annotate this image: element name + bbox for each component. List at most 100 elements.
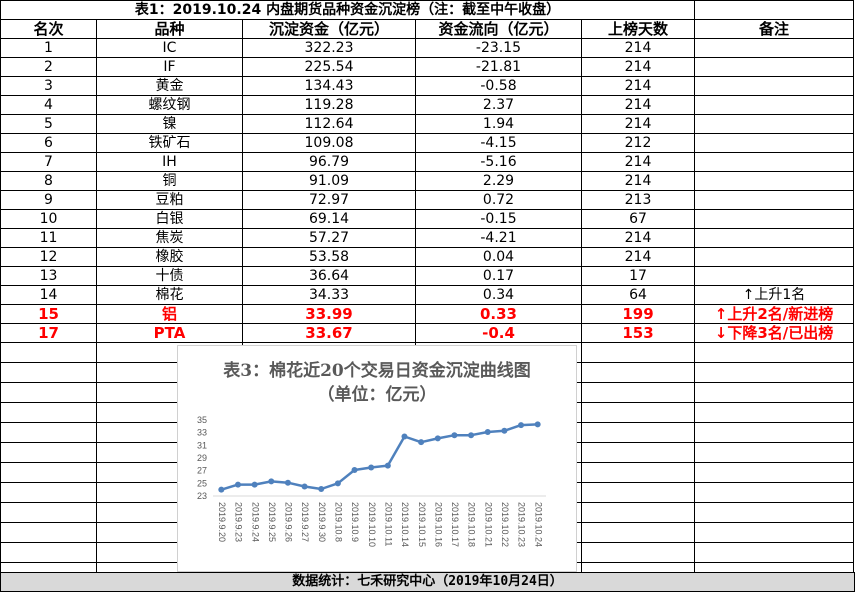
cell-rank: 8	[0, 171, 97, 191]
cell-note	[694, 57, 854, 77]
blank-cell	[0, 522, 97, 543]
cell-days: 213	[581, 190, 695, 210]
cell-variety: PTA	[96, 323, 243, 343]
cell-rank: 13	[0, 266, 97, 286]
cell-rank: 7	[0, 152, 97, 172]
x-tick-label: 2019.10.8	[334, 502, 344, 542]
cell-rank: 11	[0, 228, 97, 248]
data-point	[318, 486, 325, 493]
cell-days: 214	[581, 38, 695, 58]
header-note: 备注	[694, 19, 854, 39]
cell-days: 199	[581, 304, 695, 324]
cell-flow: -0.58	[415, 76, 582, 96]
blank-cell	[694, 462, 854, 483]
cell-days: 214	[581, 152, 695, 172]
title-empty-cell	[694, 0, 854, 20]
cell-amount: 36.64	[242, 266, 416, 286]
y-tick-label: 23	[197, 491, 207, 501]
cell-amount: 119.28	[242, 95, 416, 115]
y-tick-label: 29	[197, 453, 207, 463]
cell-note	[694, 38, 854, 58]
cell-days: 214	[581, 114, 695, 134]
data-point	[234, 481, 241, 488]
cell-flow: 0.04	[415, 247, 582, 267]
cell-days: 67	[581, 209, 695, 229]
cell-days: 214	[581, 57, 695, 77]
data-point	[484, 429, 491, 436]
cell-days: 153	[581, 323, 695, 343]
chart-subtitle: （单位：亿元）	[317, 385, 437, 405]
table-row: 13 十债 36.64 0.17 17	[0, 266, 854, 286]
cell-flow: 1.94	[415, 114, 582, 134]
cell-variety: 焦炭	[96, 228, 243, 248]
table-row: 11 焦炭 57.27 -4.21 214	[0, 228, 854, 248]
x-tick-label: 2019.10.17	[450, 502, 460, 547]
data-point	[518, 422, 525, 429]
cell-amount: 69.14	[242, 209, 416, 229]
blank-cell	[694, 542, 854, 563]
data-point	[368, 464, 375, 471]
cell-flow: 0.33	[415, 304, 582, 324]
table-row: 15 铝 33.99 0.33 199 ↑上升2名/新进榜	[0, 304, 854, 324]
cell-note	[694, 114, 854, 134]
x-tick-label: 2019.10.21	[483, 502, 493, 547]
table-header-row: 名次 品种 沉淀资金（亿元） 资金流向（亿元） 上榜天数 备注	[0, 19, 854, 39]
cell-flow: -0.15	[415, 209, 582, 229]
cell-amount: 34.33	[242, 285, 416, 305]
cell-note	[694, 266, 854, 286]
cell-rank: 5	[0, 114, 97, 134]
y-tick-label: 31	[197, 440, 207, 450]
table-row: 5 镍 112.64 1.94 214	[0, 114, 854, 134]
cell-rank: 1	[0, 38, 97, 58]
cell-note	[694, 247, 854, 267]
cell-amount: 33.67	[242, 323, 416, 343]
footer-note: 数据统计：七禾研究中心（2019年10月24日）	[0, 572, 855, 592]
x-tick-label: 2019.9.20	[217, 502, 227, 542]
table-row: 7 IH 96.79 -5.16 214	[0, 152, 854, 172]
cell-days: 214	[581, 76, 695, 96]
cell-rank: 3	[0, 76, 97, 96]
cell-flow: -23.15	[415, 38, 582, 58]
cell-amount: 225.54	[242, 57, 416, 77]
blank-cell	[694, 482, 854, 503]
cell-amount: 33.99	[242, 304, 416, 324]
table-row: 14 棉花 34.33 0.34 64 ↑上升1名	[0, 285, 854, 305]
blank-cell	[0, 482, 97, 503]
cell-flow: 2.29	[415, 171, 582, 191]
table-row: 6 铁矿石 109.08 -4.15 212	[0, 133, 854, 153]
blank-cell	[581, 462, 695, 483]
table-row: 2 IF 225.54 -21.81 214	[0, 57, 854, 77]
x-tick-label: 2019.10.24	[533, 502, 543, 547]
x-tick-label: 2019.10.22	[500, 502, 510, 547]
cell-days: 214	[581, 95, 695, 115]
cell-amount: 322.23	[242, 38, 416, 58]
header-days: 上榜天数	[581, 19, 695, 39]
table-row: 12 橡胶 53.58 0.04 214	[0, 247, 854, 267]
data-point	[334, 480, 341, 487]
x-tick-label: 2019.9.23	[234, 502, 244, 542]
y-tick-label: 35	[197, 415, 207, 425]
blank-cell	[581, 522, 695, 543]
table-row: 4 螺纹钢 119.28 2.37 214	[0, 95, 854, 115]
data-point	[401, 433, 408, 440]
x-tick-label: 2019.9.26	[284, 502, 294, 542]
x-tick-label: 2019.10.15	[417, 502, 427, 547]
cell-amount: 91.09	[242, 171, 416, 191]
cell-note	[694, 209, 854, 229]
cell-variety: 铁矿石	[96, 133, 243, 153]
data-point	[218, 486, 225, 493]
table-title: 表1：2019.10.24 内盘期货品种资金沉淀榜（注：截至中午收盘）	[0, 0, 695, 20]
x-tick-label: 2019.9.24	[250, 502, 260, 542]
cell-flow: 0.72	[415, 190, 582, 210]
blank-cell	[0, 442, 97, 463]
cell-flow: -5.16	[415, 152, 582, 172]
y-tick-label: 27	[197, 466, 207, 476]
cell-rank: 14	[0, 285, 97, 305]
x-tick-label: 2019.9.25	[267, 502, 277, 542]
cell-variety: IC	[96, 38, 243, 58]
cell-rank: 12	[0, 247, 97, 267]
x-tick-label: 2019.9.27	[300, 502, 310, 542]
data-point	[451, 432, 458, 439]
cell-amount: 57.27	[242, 228, 416, 248]
blank-cell	[581, 382, 695, 403]
